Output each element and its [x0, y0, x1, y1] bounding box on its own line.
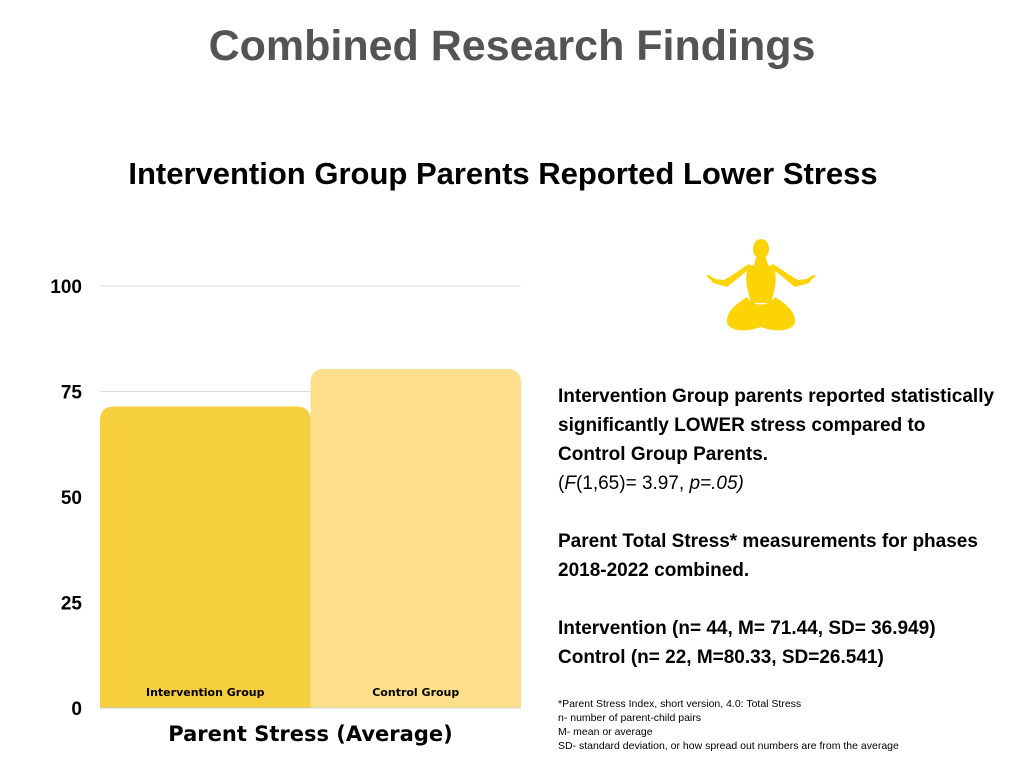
control-stats: Control (n= 22, M=80.33, SD=26.541): [558, 647, 884, 668]
footnote-n: n- number of parent-child pairs: [558, 712, 701, 724]
bar-category-label: Intervention Group: [146, 686, 265, 699]
measure-note: Parent Total Stress* measurements for ph…: [558, 531, 978, 581]
footnote-m: M- mean or average: [558, 726, 653, 738]
bar-chart: 0 25 50 75 100 Intervention Group Control Gro…: [50, 277, 521, 746]
stat-df: (1,65)= 3.97,: [575, 473, 690, 494]
y-tick-label: 100: [50, 277, 82, 298]
bar-labels: Intervention Group Control Group: [146, 686, 459, 699]
bar-intervention-group: [100, 406, 311, 708]
x-axis-label: Parent Stress (Average): [168, 722, 452, 746]
stat-f: F: [564, 473, 576, 494]
page-title: Combined Research Findings: [208, 22, 816, 70]
meditation-icon: [706, 239, 816, 331]
bar-category-label: Control Group: [372, 686, 459, 699]
chart-subtitle: Intervention Group Parents Reported Lowe…: [128, 156, 878, 191]
y-tick-label: 25: [61, 594, 83, 615]
y-tick-label: 75: [61, 383, 83, 404]
stat-p: p=.05): [689, 473, 744, 494]
bars: [100, 369, 521, 708]
footnote-psi: *Parent Stress Index, short version, 4.0…: [558, 698, 802, 710]
stat-open: (: [558, 473, 565, 494]
statistic-line: (F(1,65)= 3.97, p=.05): [558, 469, 998, 498]
y-axis-ticks: 0 25 50 75 100: [50, 277, 82, 720]
findings-headline: Intervention Group parents reported stat…: [558, 386, 995, 465]
intervention-stats: Intervention (n= 44, M= 71.44, SD= 36.94…: [558, 618, 936, 639]
findings-panel: Intervention Group parents reported stat…: [558, 382, 998, 672]
y-tick-label: 0: [71, 699, 82, 720]
footnotes: *Parent Stress Index, short version, 4.0…: [558, 697, 998, 753]
y-tick-label: 50: [61, 488, 82, 509]
footnote-sd: SD- standard deviation, or how spread ou…: [558, 740, 899, 752]
bar-control-group: [310, 369, 521, 708]
